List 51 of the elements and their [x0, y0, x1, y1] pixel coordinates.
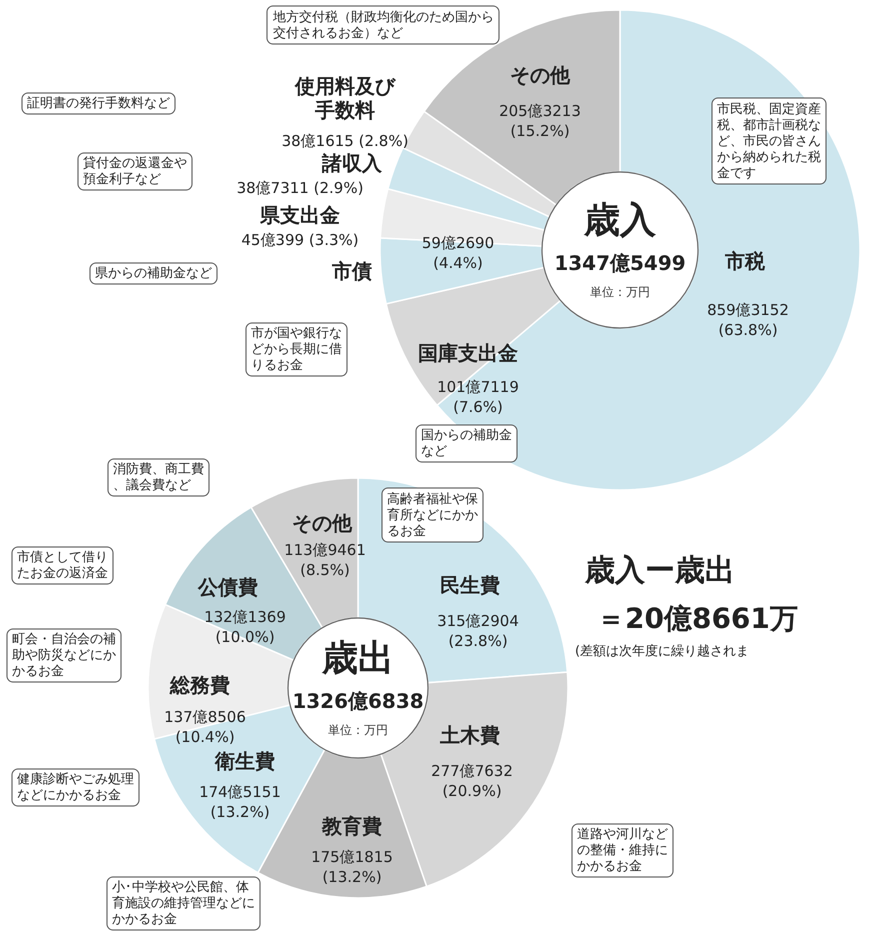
text: 市民税、固定資産税、都市計画税など、市民の皆さんから納められた税金です — [717, 101, 821, 181]
slice-label: 県支出金 — [259, 203, 340, 227]
slice-label: 諸収入 — [321, 151, 383, 175]
text: 歳出 — [321, 638, 394, 679]
text: (差額は次年度に繰り越されま — [575, 643, 750, 659]
data-label: 315億2904 (23.8%) — [437, 612, 519, 650]
text: 歳入ー歳出 — [584, 553, 735, 588]
data-label: 59億2690 (4.4%) — [422, 234, 494, 272]
text: 市債として借りたお金の返済金 — [17, 550, 108, 581]
data-label: 277億7632 (20.9%) — [431, 762, 513, 800]
slice-label: 公債費 — [197, 575, 258, 599]
text: 町会・自治会の補助や防災などにかかるお金 — [12, 632, 116, 679]
data-label: 45億399 (3.3%) — [241, 231, 359, 249]
text: 1326億6838 — [292, 689, 424, 713]
data-label: 101億7119 (7.6%) — [437, 378, 519, 416]
data-label: 174億5151 (13.2%) — [199, 783, 281, 821]
slice-label: 使用料及び手数料 — [294, 74, 396, 122]
slice-label: 市債 — [331, 259, 372, 283]
slice-label: その他 — [510, 63, 571, 87]
slice-label: 民生費 — [440, 573, 500, 597]
text: 単位：万円 — [590, 285, 650, 299]
slice-label: 土木費 — [439, 723, 500, 747]
text: 地方交付税（財政均衡化のため国から交付されるお金）など — [272, 9, 494, 41]
text: 健康診断やごみ処理などにかかるお金 — [17, 772, 134, 803]
text: 1347億5499 — [554, 251, 686, 275]
data-label: 859億3152 (63.8%) — [707, 301, 789, 339]
data-label: 38億1615 (2.8%) — [282, 132, 408, 150]
text: 単位：万円 — [328, 723, 388, 737]
slice-label: 教育費 — [321, 814, 382, 838]
text: 歳入 — [583, 200, 657, 241]
text: 県からの補助金など — [95, 266, 212, 281]
text: 証明書の発行手数料など — [27, 96, 170, 111]
text: 消防費、商工費、議会費など — [113, 462, 204, 493]
data-label: 205億3213 (15.2%) — [499, 102, 581, 140]
slice-label: 国庫支出金 — [418, 341, 518, 365]
slice-label: 総務費 — [169, 673, 230, 697]
text: 道路や河川などの整備・維持にかかるお金 — [577, 827, 668, 874]
slice-label: 衛生費 — [214, 749, 275, 773]
data-label: 132億1369 (10.0%) — [204, 608, 286, 646]
slice-label: その他 — [292, 511, 353, 535]
text: 国からの補助金など — [421, 428, 512, 459]
text: 高齢者福祉や保育所などにかかるお金 — [387, 491, 478, 539]
data-label: 113億9461 (8.5%) — [284, 541, 366, 579]
slice-label: 市税 — [724, 249, 766, 273]
text: ＝20億8661万 — [597, 602, 798, 635]
data-label: 38億7311 (2.9%) — [236, 179, 364, 197]
data-label: 175億1815 (13.2%) — [311, 848, 393, 886]
text: 市が国や銀行などから長期に借りるお金 — [251, 326, 342, 373]
text: 小･中学校や公民館、体育施設の維持管理などにかかるお金 — [112, 880, 255, 927]
data-label: 137億8506 (10.4%) — [164, 708, 246, 746]
text: 貸付金の返還金や預金利子など — [83, 156, 187, 187]
